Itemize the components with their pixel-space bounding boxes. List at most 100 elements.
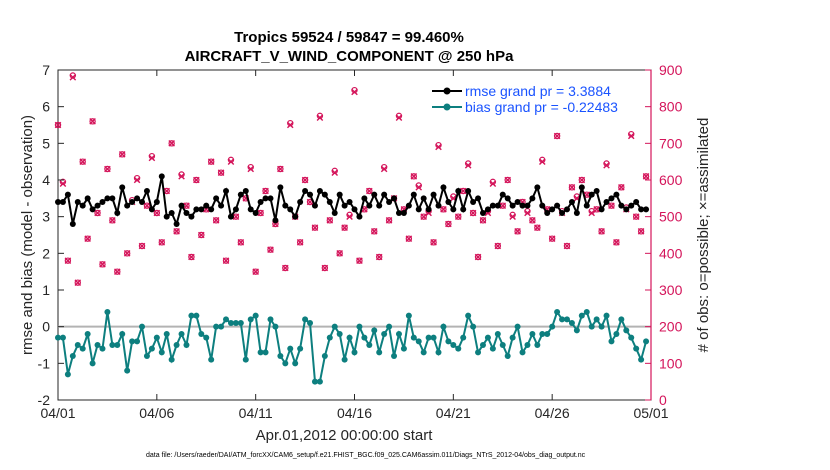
obs-assimilated-marker — [351, 88, 358, 96]
rmse-point — [247, 206, 254, 213]
bias-point — [484, 334, 491, 341]
bias-point — [529, 331, 536, 337]
bias-point — [371, 327, 378, 334]
rmse-point — [341, 202, 348, 209]
obs-assimilated-marker — [464, 162, 472, 169]
obs-possible-marker — [380, 163, 388, 171]
rmse-point — [84, 195, 91, 202]
bias-point — [549, 323, 556, 330]
x-axis-ticks: 04/01 04/06 04/11 04/16 04/21 04/26 05/01 — [40, 70, 669, 421]
bias-point — [153, 334, 160, 341]
bias-point — [114, 342, 121, 348]
bias-point — [410, 334, 417, 341]
bias-point — [376, 349, 383, 356]
rmse-point — [376, 202, 383, 209]
rmse-point — [168, 210, 175, 216]
rmse-point — [425, 206, 432, 213]
rmse-point — [64, 191, 71, 198]
obs-possible-marker — [464, 160, 472, 167]
bias-point — [272, 323, 279, 330]
bias-point — [287, 345, 294, 352]
obs-possible-marker — [642, 173, 650, 180]
legend-box — [428, 80, 633, 116]
y-right-tick-label: 500 — [659, 209, 683, 225]
bias-point — [139, 323, 146, 330]
bias-point — [415, 338, 422, 345]
x-tick-label: 04/26 — [535, 405, 570, 421]
obs-assimilated-marker — [133, 176, 141, 184]
bias-point — [124, 367, 131, 374]
obs-possible-marker — [277, 165, 284, 173]
obs-possible-marker — [351, 86, 358, 94]
obs-possible-marker — [178, 171, 185, 178]
bias-point — [316, 378, 323, 385]
bias-point — [568, 320, 575, 326]
obs-possible-marker — [618, 184, 625, 191]
obs-assimilated-marker — [247, 165, 255, 173]
bias-series — [55, 309, 650, 385]
obs-assimilated-marker — [227, 158, 235, 165]
rmse-point — [356, 213, 363, 220]
y-right-tick-label: 300 — [659, 282, 683, 298]
obs-assimilated-marker — [603, 162, 610, 169]
obs-assimilated-marker — [395, 114, 403, 121]
bias-point — [470, 323, 477, 330]
y-right-axis-ticks: 0 100 200 300 400 500 600 700 800 900 — [645, 62, 683, 408]
obs-assimilated-marker — [588, 209, 595, 217]
rmse-point — [455, 188, 462, 194]
obs-possible-marker — [301, 176, 309, 184]
bias-point — [573, 327, 580, 334]
bias-point — [618, 316, 625, 323]
y-left-tick-label: 2 — [42, 245, 50, 261]
bias-point — [603, 312, 610, 319]
rmse-point — [316, 188, 323, 194]
obs-possible-marker — [608, 202, 615, 209]
bias-point — [104, 309, 111, 315]
rmse-point — [321, 191, 328, 198]
rmse-point — [479, 210, 486, 216]
bias-point — [544, 331, 551, 337]
bias-point — [563, 316, 570, 323]
obs-possible-marker — [445, 220, 452, 228]
rmse-point — [568, 199, 575, 205]
bias-point — [326, 334, 333, 341]
rmse-point — [218, 202, 225, 209]
rmse-point — [450, 206, 457, 213]
rmse-point — [232, 206, 239, 213]
obs-assimilated-marker — [489, 180, 497, 187]
obs-possible-marker — [321, 264, 329, 272]
rmse-point — [262, 195, 269, 202]
rmse-point — [331, 210, 338, 216]
rmse-point — [89, 206, 96, 213]
obs-assimilated-marker — [415, 184, 423, 191]
bias-point — [59, 334, 66, 341]
obs-possible-marker — [316, 112, 324, 120]
obs-possible-marker — [119, 151, 126, 158]
bias-point — [391, 353, 398, 359]
bias-point — [361, 334, 368, 341]
obs-possible-marker — [529, 217, 536, 224]
obs-possible-marker — [509, 211, 516, 219]
rmse-point — [494, 202, 501, 209]
rmse-point — [124, 202, 131, 209]
obs-possible-marker — [568, 184, 576, 191]
y-left-tick-label: 5 — [42, 135, 50, 151]
rmse-point — [277, 184, 284, 191]
bias-point — [386, 323, 393, 330]
obs-possible-marker — [346, 211, 353, 219]
obs-possible-marker — [252, 268, 259, 275]
bias-point — [119, 331, 126, 337]
obs-possible-marker — [385, 217, 393, 224]
rmse-point — [435, 202, 442, 209]
bias-point — [94, 342, 101, 348]
x-tick-label: 04/16 — [337, 405, 372, 421]
rmse-point — [618, 202, 625, 209]
bias-point — [148, 345, 155, 352]
y-right-tick-label: 100 — [659, 355, 683, 371]
obs-possible-marker — [158, 239, 165, 246]
rmse-point — [139, 199, 146, 205]
obs-assimilated-marker — [380, 165, 388, 173]
rmse-point — [578, 184, 585, 191]
rmse-point — [119, 184, 126, 191]
